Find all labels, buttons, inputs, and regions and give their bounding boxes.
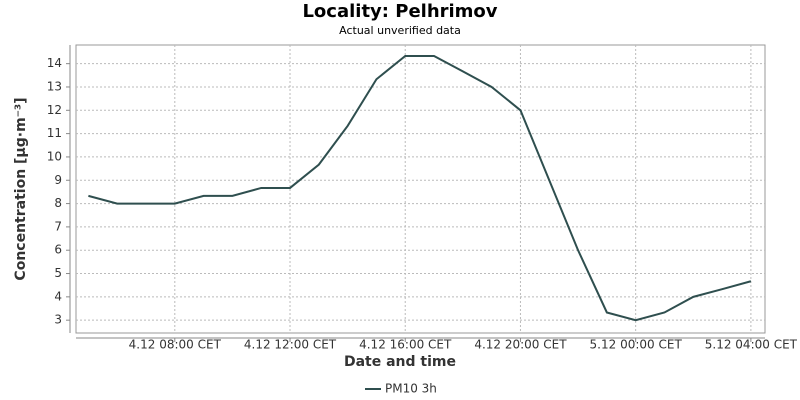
legend-label: PM10 3h <box>385 382 437 396</box>
x-axis-title: Date and time <box>344 354 456 370</box>
y-tick-label: 14 <box>47 56 62 70</box>
x-tick-label: 4.12 20:00 CET <box>474 338 567 352</box>
y-tick-label: 12 <box>47 103 62 117</box>
y-tick-label: 11 <box>47 126 62 140</box>
y-axis-title: Concentration [µg·m⁻³] <box>13 97 29 280</box>
y-tick-label: 13 <box>47 79 62 93</box>
y-tick-label: 4 <box>54 289 62 303</box>
x-tick-label: 4.12 08:00 CET <box>129 338 222 352</box>
x-tick-label: 4.12 16:00 CET <box>359 338 452 352</box>
plot-area <box>75 44 766 334</box>
chart-title: Locality: Pelhrimov <box>302 1 497 22</box>
y-tick-label: 5 <box>54 266 62 280</box>
y-tick-label: 7 <box>54 219 62 233</box>
y-tick-label: 8 <box>54 196 62 210</box>
x-tick-label: 4.12 12:00 CET <box>244 338 337 352</box>
y-tick-label: 3 <box>54 313 62 327</box>
y-tick-label: 6 <box>54 243 62 257</box>
x-tick-label: 5.12 04:00 CET <box>705 338 798 352</box>
chart-subtitle: Actual unverified data <box>339 24 461 37</box>
x-tick-label: 5.12 00:00 CET <box>590 338 683 352</box>
y-tick-label: 9 <box>54 173 62 187</box>
data-line <box>88 54 752 322</box>
y-tick-label: 10 <box>47 149 62 163</box>
